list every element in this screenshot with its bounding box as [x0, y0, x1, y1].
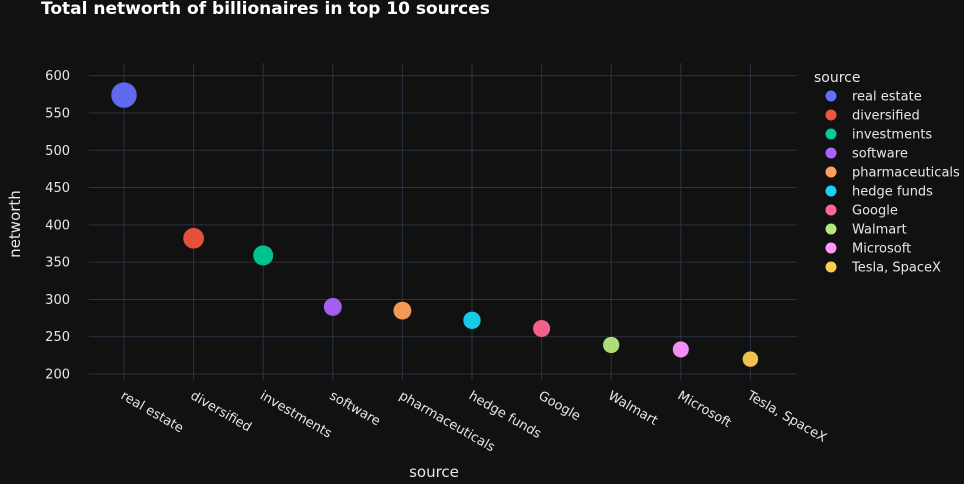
data-point[interactable]	[672, 340, 690, 358]
y-tick-label: 600	[45, 69, 70, 84]
x-tick-label: diversified	[188, 388, 254, 435]
legend-marker[interactable]	[825, 242, 837, 254]
y-tick-label: 500	[45, 144, 70, 159]
data-point[interactable]	[462, 311, 482, 330]
y-tick-label: 400	[45, 218, 70, 233]
legend-marker[interactable]	[825, 223, 837, 235]
y-tick-label: 450	[45, 181, 70, 196]
data-points	[110, 81, 759, 368]
legend-item-label[interactable]: Google	[852, 204, 898, 219]
y-tick-label: 550	[45, 106, 70, 121]
data-point[interactable]	[392, 301, 412, 321]
legend-marker[interactable]	[825, 147, 837, 159]
legend-item-label[interactable]: pharmaceuticals	[852, 166, 960, 181]
data-point[interactable]	[182, 227, 205, 250]
legend-marker[interactable]	[825, 90, 837, 102]
y-tick-label: 350	[45, 256, 70, 271]
data-point[interactable]	[323, 297, 343, 317]
legend-item-label[interactable]: investments	[852, 128, 932, 143]
x-tick-label: investments	[257, 388, 334, 441]
legend-marker[interactable]	[825, 109, 837, 121]
legend-marker[interactable]	[825, 261, 837, 273]
data-point[interactable]	[742, 350, 759, 368]
y-tick-label: 200	[45, 368, 70, 383]
x-axis-ticks: real estate diversified investmentssoftwar…	[118, 388, 829, 456]
x-tick-label: real estate	[118, 388, 186, 436]
legend: source real estate diversified investments…	[814, 70, 960, 276]
legend-item-label[interactable]: real estate	[852, 90, 922, 105]
y-tick-label: 250	[45, 330, 70, 345]
x-tick-label: Tesla, SpaceX	[744, 388, 829, 446]
x-axis-label: source	[409, 463, 459, 481]
chart-title: Total networth of billionaires in top 10…	[41, 0, 490, 19]
legend-item-label[interactable]: Microsoft	[852, 242, 911, 257]
data-point[interactable]	[252, 244, 274, 266]
x-tick-label: software	[327, 388, 383, 429]
legend-item-label[interactable]: Tesla, SpaceX	[851, 261, 941, 276]
legend-item-label[interactable]: hedge funds	[852, 185, 933, 200]
y-tick-label: 300	[45, 293, 70, 308]
x-tick-label: Walmart	[605, 388, 660, 428]
grid	[89, 63, 797, 380]
y-axis-label: networth	[6, 190, 24, 258]
data-point[interactable]	[110, 81, 138, 109]
legend-marker[interactable]	[825, 128, 837, 140]
legend-marker[interactable]	[825, 185, 837, 197]
y-axis-ticks: 200 250 300 350 400 450 500 550 600	[45, 69, 70, 382]
legend-item-label[interactable]: software	[852, 147, 908, 162]
legend-item-label[interactable]: diversified	[852, 109, 920, 124]
legend-item-label[interactable]: Walmart	[852, 223, 907, 238]
legend-title: source	[814, 70, 861, 86]
x-tick-label: Microsoft	[675, 388, 734, 431]
data-point[interactable]	[532, 319, 551, 338]
x-tick-label: Google	[536, 388, 583, 424]
legend-marker[interactable]	[825, 204, 837, 216]
legend-marker[interactable]	[825, 166, 837, 178]
data-point[interactable]	[602, 336, 620, 354]
